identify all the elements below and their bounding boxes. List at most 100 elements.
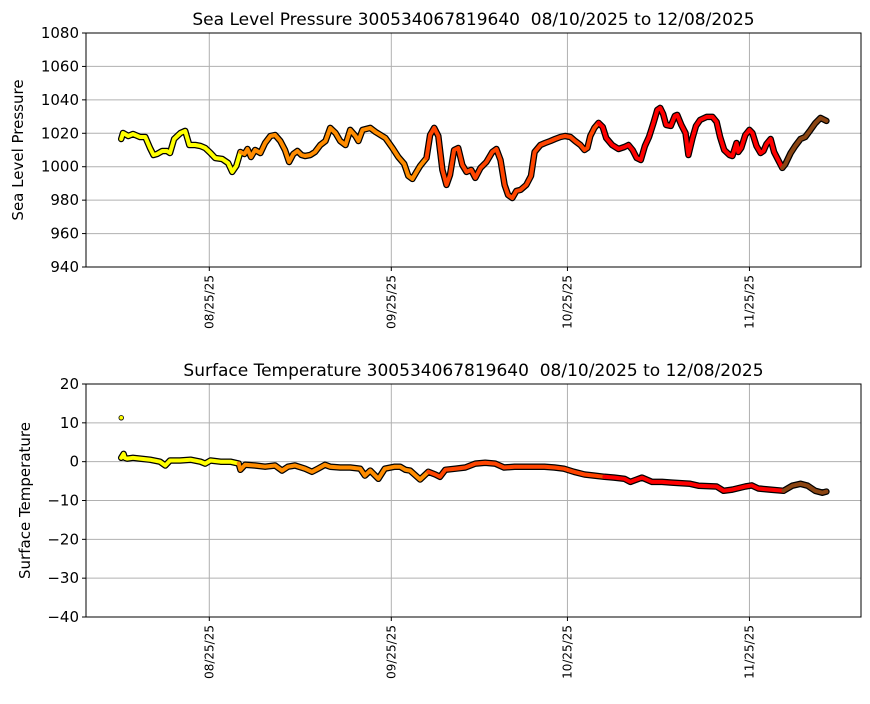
temperature-data-point (750, 483, 754, 487)
y-axis-label: Surface Temperature (16, 422, 34, 579)
pressure-data-point (278, 139, 282, 143)
pressure-data-point (761, 149, 766, 153)
y-tick-label: 10 (60, 414, 79, 432)
pressure-data-point (143, 135, 147, 139)
temperature-data-point (363, 474, 367, 478)
pressure-data-point (406, 174, 410, 178)
y-tick-label: 940 (50, 258, 79, 276)
pressure-data-point (356, 139, 361, 143)
pressure-data-point (776, 158, 780, 162)
pressure-data-point (187, 143, 191, 147)
pressure-data-point (592, 126, 597, 130)
temperature-outlier-point (118, 415, 124, 421)
pressure-data-point (390, 146, 395, 150)
pressure-data-point (198, 144, 203, 148)
pressure-data-point (639, 158, 643, 162)
pressure-data-point (432, 126, 436, 130)
pressure-data-point (396, 155, 400, 159)
pressure-data-point (308, 153, 312, 157)
pressure-data-point (444, 183, 449, 187)
pressure-data-point (323, 139, 328, 143)
pressure-data-point (803, 135, 807, 139)
temperature-data-point (228, 460, 233, 464)
pressure-data-point (151, 153, 156, 157)
temperature-data-point (398, 465, 402, 469)
pressure-data-point (183, 129, 187, 133)
pressure-data-point (518, 188, 523, 192)
pressure-data-point (373, 130, 378, 134)
temperature-data-point (640, 475, 644, 480)
pressure-subplot: 940 960 980 1000 1020 1040 1060 1080 08/25/25 09/… (9, 10, 862, 329)
pressure-data-point (460, 163, 464, 167)
pressure-data-point (710, 115, 715, 119)
pressure-data-point (626, 143, 631, 147)
pressure-data-point (704, 115, 709, 119)
temperature-data-point (218, 460, 223, 464)
temperature-data-point (338, 465, 342, 470)
chart-title: Sea Level Pressure 300534067819640 08/10… (192, 10, 754, 30)
pressure-data-point (452, 148, 456, 152)
temperature-data-point (383, 467, 387, 471)
pressure-data-point (121, 131, 125, 135)
pressure-data-point (514, 189, 518, 193)
temperature-data-point (358, 467, 362, 471)
pressure-data-point (661, 112, 665, 116)
pressure-data-point (750, 131, 754, 135)
pressure-data-point (172, 137, 176, 141)
pressure-data-point (414, 170, 419, 174)
temperature-data-point (628, 480, 632, 484)
pressure-data-point (165, 149, 169, 153)
pressure-data-point (553, 137, 557, 141)
pressure-data-point (588, 134, 592, 138)
pressure-data-point (238, 150, 243, 154)
pressure-data-point (582, 148, 587, 152)
pressure-data-point (669, 124, 673, 128)
x-tick-label: 11/25/25 (742, 625, 756, 679)
temperature-data-point (714, 484, 719, 489)
temperature-data-point (722, 489, 726, 493)
pressure-data-point (258, 151, 262, 155)
pressure-data-point (563, 134, 567, 138)
pressure-data-point (242, 152, 247, 156)
temperature-data-point (743, 484, 747, 489)
pressure-data-point (679, 123, 683, 127)
pressure-data-point (490, 150, 494, 154)
pressure-data-point (764, 142, 769, 146)
pressure-data-point (498, 158, 503, 162)
pressure-data-point (155, 152, 159, 156)
pressure-data-point (808, 128, 813, 132)
pressure-data-point (596, 121, 601, 125)
temperature-data-point (408, 468, 412, 473)
temperature-data-point (178, 458, 182, 463)
temperature-data-point (188, 458, 193, 462)
y-tick-label: −10 (47, 492, 79, 510)
pressure-data-point (783, 162, 787, 166)
temperature-data-point (368, 468, 372, 473)
temperature-data-point (393, 465, 397, 469)
temperature-data-point (813, 489, 817, 493)
pressure-data-point (469, 168, 473, 172)
pressure-data-point (126, 134, 130, 138)
y-axis-label: Sea Level Pressure (9, 79, 27, 220)
pressure-data-point (813, 121, 817, 125)
pressure-data-point (730, 154, 735, 158)
temperature-data-point (483, 461, 487, 465)
pressure-data-point (635, 156, 639, 160)
pressure-data-point (448, 173, 452, 177)
temperature-data-point (131, 456, 135, 460)
temperature-data-point (562, 467, 566, 471)
temperature-data-point (670, 481, 674, 485)
temperature-data-point (438, 475, 442, 479)
pressure-data-point (647, 135, 651, 139)
x-tick-label: 10/25/25 (560, 625, 574, 679)
temperature-data-point (376, 477, 380, 481)
pressure-series-segment (780, 115, 829, 170)
temperature-data-point (493, 462, 497, 466)
pressure-data-point (655, 108, 659, 112)
pressure-data-point (524, 183, 528, 187)
temperature-data-point (781, 489, 786, 493)
pressure-data-point (616, 147, 621, 151)
temperature-series-segment (426, 460, 607, 479)
pressure-data-point (383, 136, 388, 140)
